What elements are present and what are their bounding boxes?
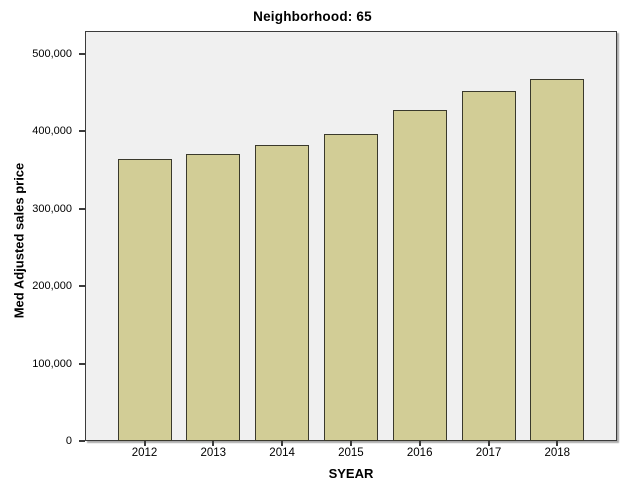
y-tick-mark xyxy=(79,207,85,210)
y-tick-label: 100,000 xyxy=(32,357,72,370)
bar-2013 xyxy=(186,153,241,441)
x-tick-mark xyxy=(556,441,559,446)
y-tick-mark xyxy=(79,285,85,288)
y-axis-title: Med Adjusted sales price xyxy=(11,162,27,319)
x-tick-mark xyxy=(281,441,284,446)
x-tick-label: 2013 xyxy=(200,447,227,459)
bar-2017 xyxy=(461,91,516,441)
x-tick-label: 2017 xyxy=(475,447,502,459)
y-tick-label: 300,000 xyxy=(32,202,72,215)
bar-2012 xyxy=(117,159,172,441)
x-tick-mark xyxy=(143,441,146,446)
x-tick-mark xyxy=(418,441,421,446)
x-tick-mark xyxy=(349,441,352,446)
y-tick-mark xyxy=(79,440,85,442)
bar-2016 xyxy=(392,109,447,441)
x-tick-mark xyxy=(212,441,215,446)
bar-2015 xyxy=(323,134,378,441)
y-tick-label: 500,000 xyxy=(32,48,72,60)
x-tick-label: 2015 xyxy=(338,447,364,459)
x-tick-label: 2018 xyxy=(544,447,571,459)
y-tick-mark xyxy=(79,130,85,133)
x-tick-label: 2014 xyxy=(269,447,295,459)
chart-title: Neighborhood: 65 xyxy=(253,9,372,24)
y-tick-label: 0 xyxy=(65,435,72,447)
y-tick-label: 200,000 xyxy=(32,280,72,293)
y-tick-mark xyxy=(79,53,85,55)
x-axis-title: SYEAR xyxy=(328,466,374,481)
bar-2018 xyxy=(530,78,585,441)
bar-2014 xyxy=(255,145,310,441)
y-tick-mark xyxy=(79,362,85,365)
x-tick-mark xyxy=(487,441,490,446)
y-tick-label: 400,000 xyxy=(32,125,72,138)
x-tick-label: 2016 xyxy=(406,447,433,459)
x-tick-label: 2012 xyxy=(131,447,158,459)
